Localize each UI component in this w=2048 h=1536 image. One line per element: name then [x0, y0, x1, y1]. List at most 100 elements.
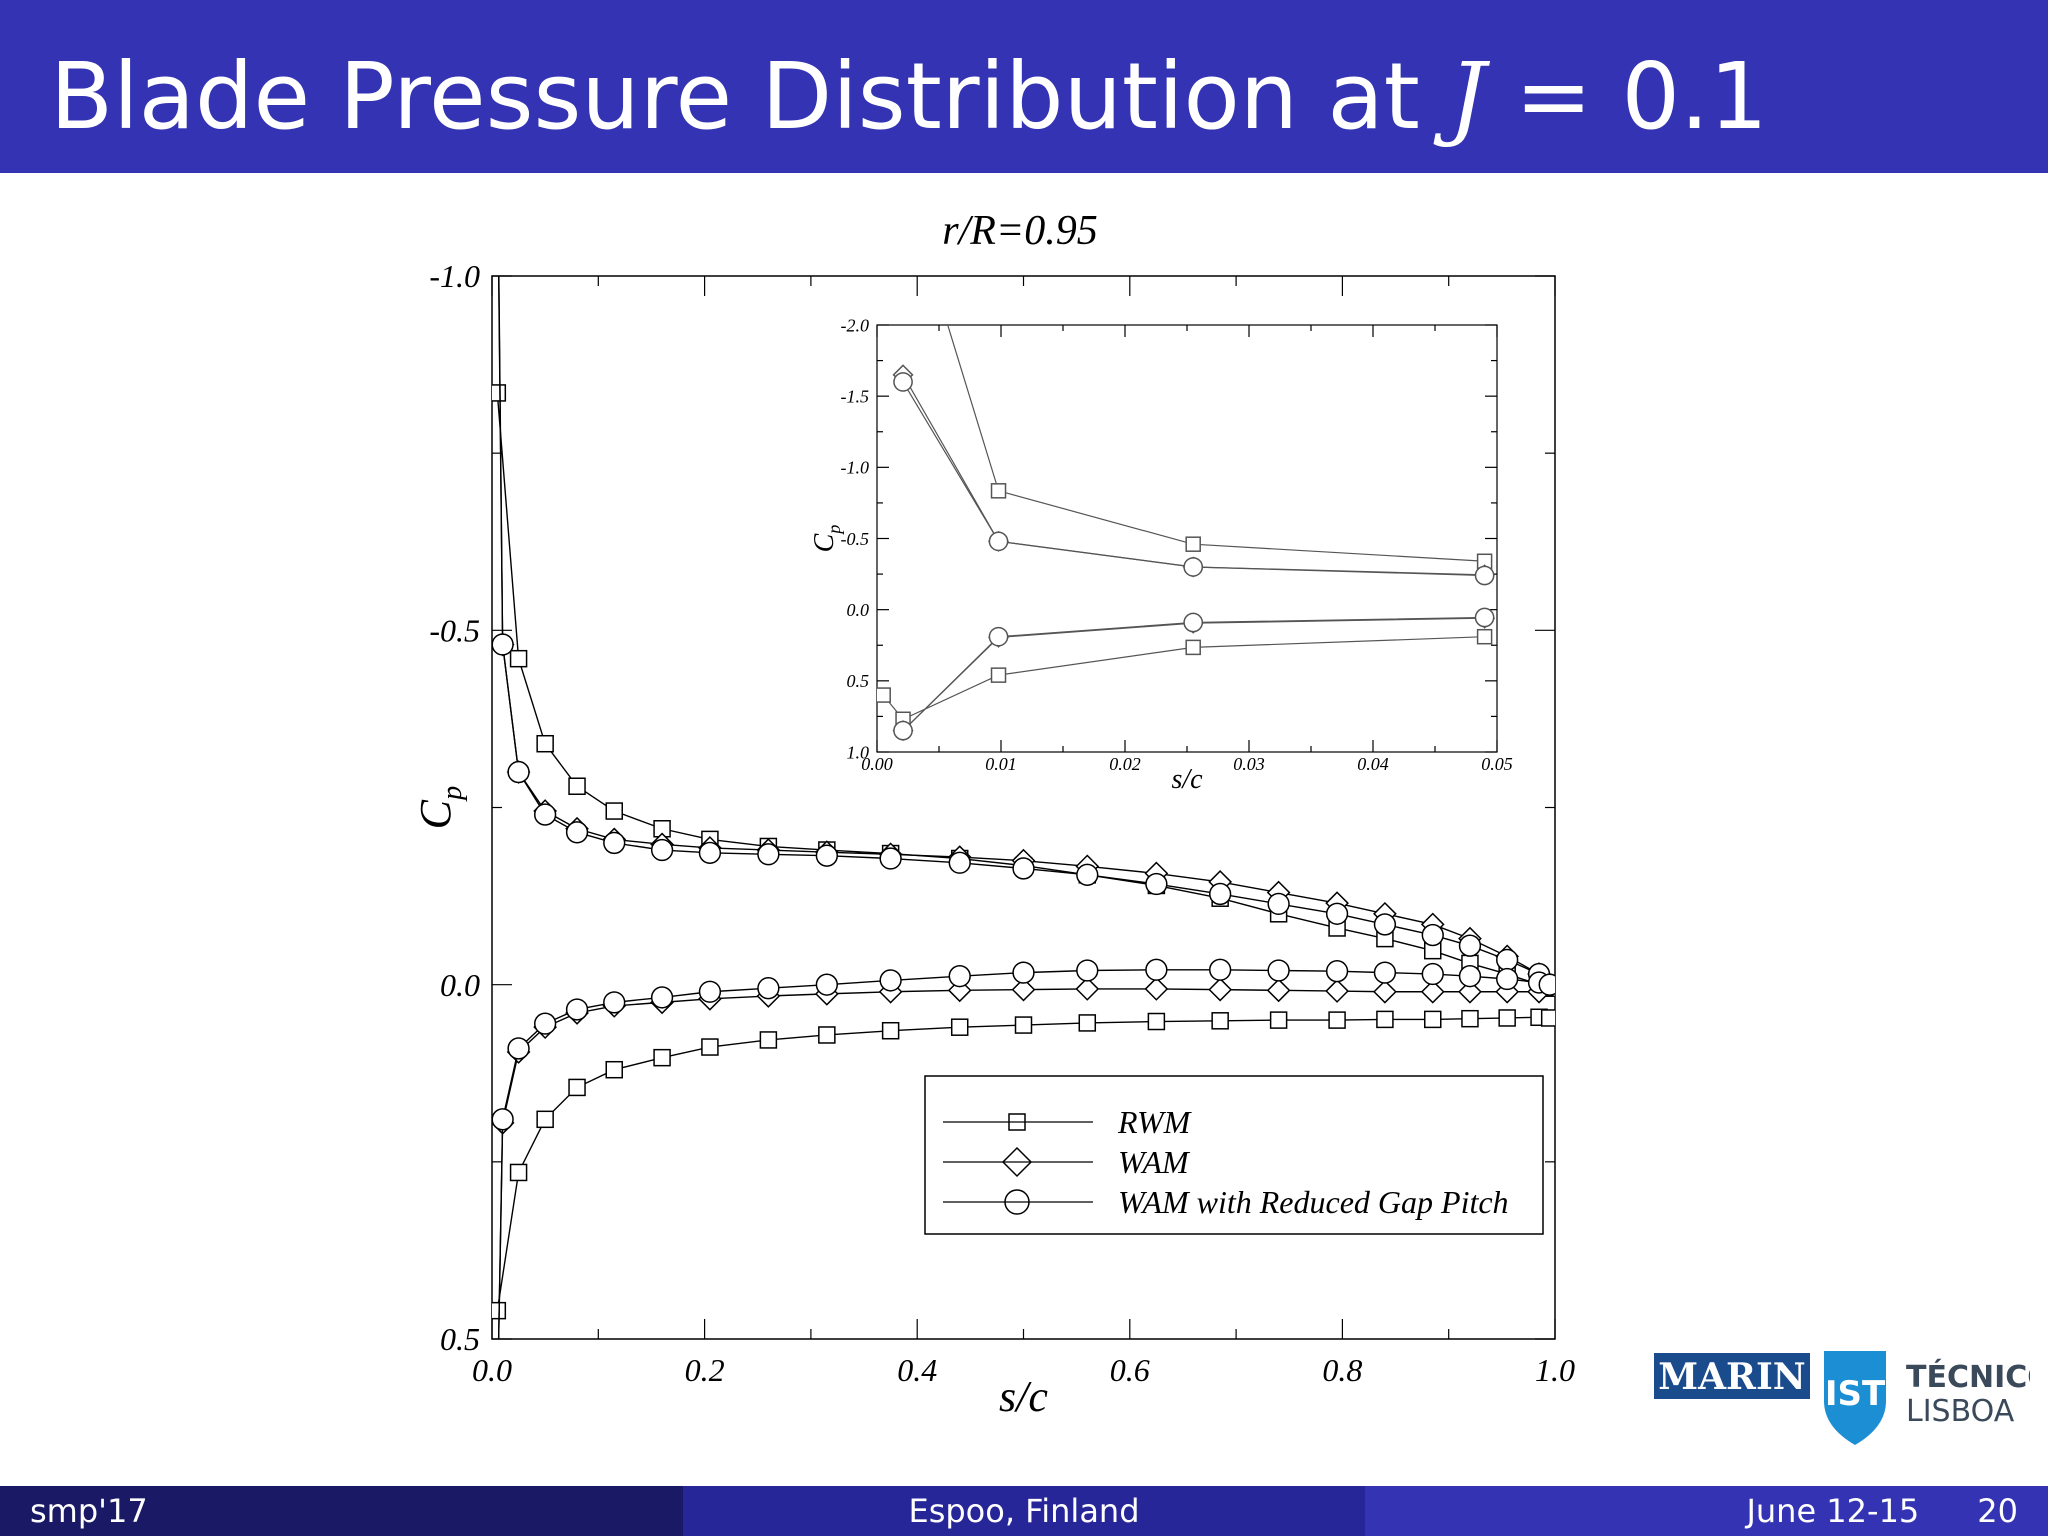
chart-title: r/R=0.95	[942, 208, 1098, 254]
main-series-circle-lower-point	[948, 965, 971, 988]
title-bar: Blade Pressure Distribution at J = 0.1	[0, 0, 2048, 173]
inset-series-circle-lower-point	[1474, 607, 1495, 628]
inset-axes: 0.00 0.01 0.02 0.03 0.04 0.05 -2.0 -1.5 -1.0 -0.5…	[809, 315, 1513, 795]
inset-series-square-upper-point	[990, 483, 1007, 499]
legend: RWM WAM WAM with Reduced Gap Pitch	[924, 1075, 1544, 1235]
main-x-tick-label: 0.6	[1110, 1352, 1150, 1388]
main-series-square-lower-point	[536, 1110, 554, 1129]
inset-x-tick-label: 0.05	[1481, 754, 1513, 774]
main-series-diamond-lower-point	[1011, 977, 1036, 1002]
main-series-square-lower-point	[1211, 1012, 1229, 1030]
main-x-tick-label: 0.8	[1322, 1352, 1362, 1388]
main-series-square-lower-point	[950, 1018, 969, 1036]
main-series-circle-upper-point	[879, 847, 902, 870]
main-series-circle-lower-point	[507, 1037, 530, 1060]
main-series-circle-lower-point	[815, 973, 838, 996]
inset-chart: 0.00 0.01 0.02 0.03 0.04 0.05 -2.0 -1.5 -1.0 -0.5…	[809, 315, 1514, 795]
inset-series-circle-lower-point	[1183, 612, 1204, 633]
main-series-diamond-lower-point	[1075, 977, 1100, 1001]
ist-shield-icon	[1824, 1351, 1886, 1445]
title-prefix: Blade Pressure Distribution at	[50, 43, 1450, 150]
main-series-circle-upper-point	[1012, 857, 1035, 880]
main-series-circle-upper-point	[1145, 872, 1168, 896]
title-suffix: = 0.1	[1485, 43, 1768, 150]
main-series-diamond-lower-point	[1458, 979, 1482, 1004]
main-y-tick-label: 0.5	[440, 1321, 480, 1357]
inset-series-square-lower-point	[877, 687, 891, 703]
main-series-square-lower-point	[818, 1026, 836, 1044]
main-series-square-lower-point	[1269, 1011, 1288, 1029]
inset-series-square-lower-point	[1476, 628, 1493, 645]
inset-series-circle-upper-point	[1183, 557, 1204, 577]
inset-series-square-upper-point	[1185, 536, 1201, 552]
inset-y-tick-label: 0.0	[847, 600, 870, 620]
main-series-square-lower-point	[1328, 1011, 1346, 1029]
legend-marker-circle	[1004, 1189, 1030, 1215]
legend-label-rwm: RWM	[1117, 1104, 1193, 1140]
inset-x-tick-label: 0.02	[1109, 754, 1141, 774]
main-series-circle-upper-point	[1267, 892, 1290, 916]
legend-marker-diamond	[1001, 1146, 1033, 1178]
main-series-circle-lower-point	[1538, 973, 1555, 996]
main-series-circle-lower-point	[1421, 962, 1444, 986]
main-series-diamond-lower-point	[1208, 977, 1233, 1002]
main-y-tick-label: -1.0	[429, 258, 480, 294]
main-series-circle-upper-point	[698, 841, 722, 865]
main-series-circle-upper-point	[948, 851, 971, 874]
inset-series-circle-upper-point	[988, 531, 1009, 552]
main-series-circle-lower-point	[1076, 959, 1099, 982]
main-axes: 0.0 0.2 0.4 0.6 0.8 1.0-1.0-0.50.00.5s/cCp	[411, 258, 1575, 1421]
main-series-square-lower-point	[1014, 1016, 1033, 1034]
main-series-square-lower-point	[653, 1048, 671, 1067]
main-series-square-lower-point	[881, 1021, 900, 1040]
main-series-circle-lower-point	[603, 991, 626, 1014]
main-series-square-lower-point	[568, 1078, 586, 1097]
main-series-square-lower-point	[1461, 1009, 1479, 1028]
tecnico-text: TÉCNICO	[1906, 1359, 2030, 1395]
footer-date: June 12-15	[1746, 1492, 1920, 1530]
main-series-circle-lower-point	[1209, 958, 1232, 981]
main-series-diamond-lower-point	[1325, 979, 1349, 1003]
main-series-square-lower-point	[1376, 1010, 1394, 1029]
main-y-tick-label: -0.5	[429, 613, 480, 649]
main-series-circle-lower-point	[534, 1012, 557, 1035]
footer: smp'17 Espoo, Finland June 12-15 20	[0, 1486, 2048, 1536]
logos: MARIN IST TÉCNICO LISBOA	[1650, 1345, 2048, 1445]
main-series-square-upper-point	[509, 649, 528, 668]
main-x-tick-label: 0.0	[472, 1352, 512, 1388]
main-series-circle-upper-point	[1325, 902, 1349, 925]
inset-series-circle-lower-line	[902, 616, 1485, 732]
inset-series-circle-upper-point	[1474, 565, 1495, 586]
main-series-circle-upper-point	[507, 760, 530, 784]
inset-background	[812, 316, 1514, 778]
main-series-circle-upper-point	[1076, 863, 1099, 886]
main-series-square-lower-point	[509, 1163, 528, 1182]
main-series-square-lower-point	[1498, 1009, 1516, 1027]
main-series-circle-upper-point	[1458, 934, 1482, 957]
main-series-circle-lower-point	[1267, 959, 1290, 982]
main-series-circle-upper-point	[1209, 882, 1232, 906]
main-series-circle-upper-point	[1421, 923, 1444, 947]
inset-x-tick-label: 0.04	[1357, 754, 1389, 774]
main-x-axis-title: s/c	[999, 1372, 1048, 1421]
inset-y-tick-label: -1.0	[841, 458, 870, 478]
main-series-circle-upper-point	[603, 831, 626, 855]
main-series-circle-lower-point	[650, 986, 674, 1009]
main-series-circle-lower-point	[1012, 961, 1035, 984]
inset-series	[877, 325, 1496, 742]
main-series-square-lower-point	[759, 1031, 778, 1049]
lisboa-text: LISBOA	[1906, 1394, 2015, 1429]
main-series-circle-lower-point	[698, 980, 722, 1003]
main-series-diamond-lower-point	[1266, 978, 1291, 1003]
main-series-circle-lower-point	[1325, 960, 1349, 983]
main-series-circle-upper-point	[492, 633, 514, 656]
ist-shield-letters: IST	[1825, 1374, 1886, 1414]
main-series-circle-upper-point	[650, 838, 674, 862]
inset-y-tick-label: 0.5	[847, 671, 870, 691]
main-series-circle-upper-point	[1496, 948, 1519, 972]
main-series-circle-lower-point	[879, 969, 902, 992]
marin-logo-text: MARIN	[1658, 1356, 1805, 1398]
main-series-square-lower-point	[605, 1060, 623, 1079]
main-series-circle-lower-point	[1496, 967, 1519, 991]
main-series-square-upper-point	[605, 802, 623, 820]
